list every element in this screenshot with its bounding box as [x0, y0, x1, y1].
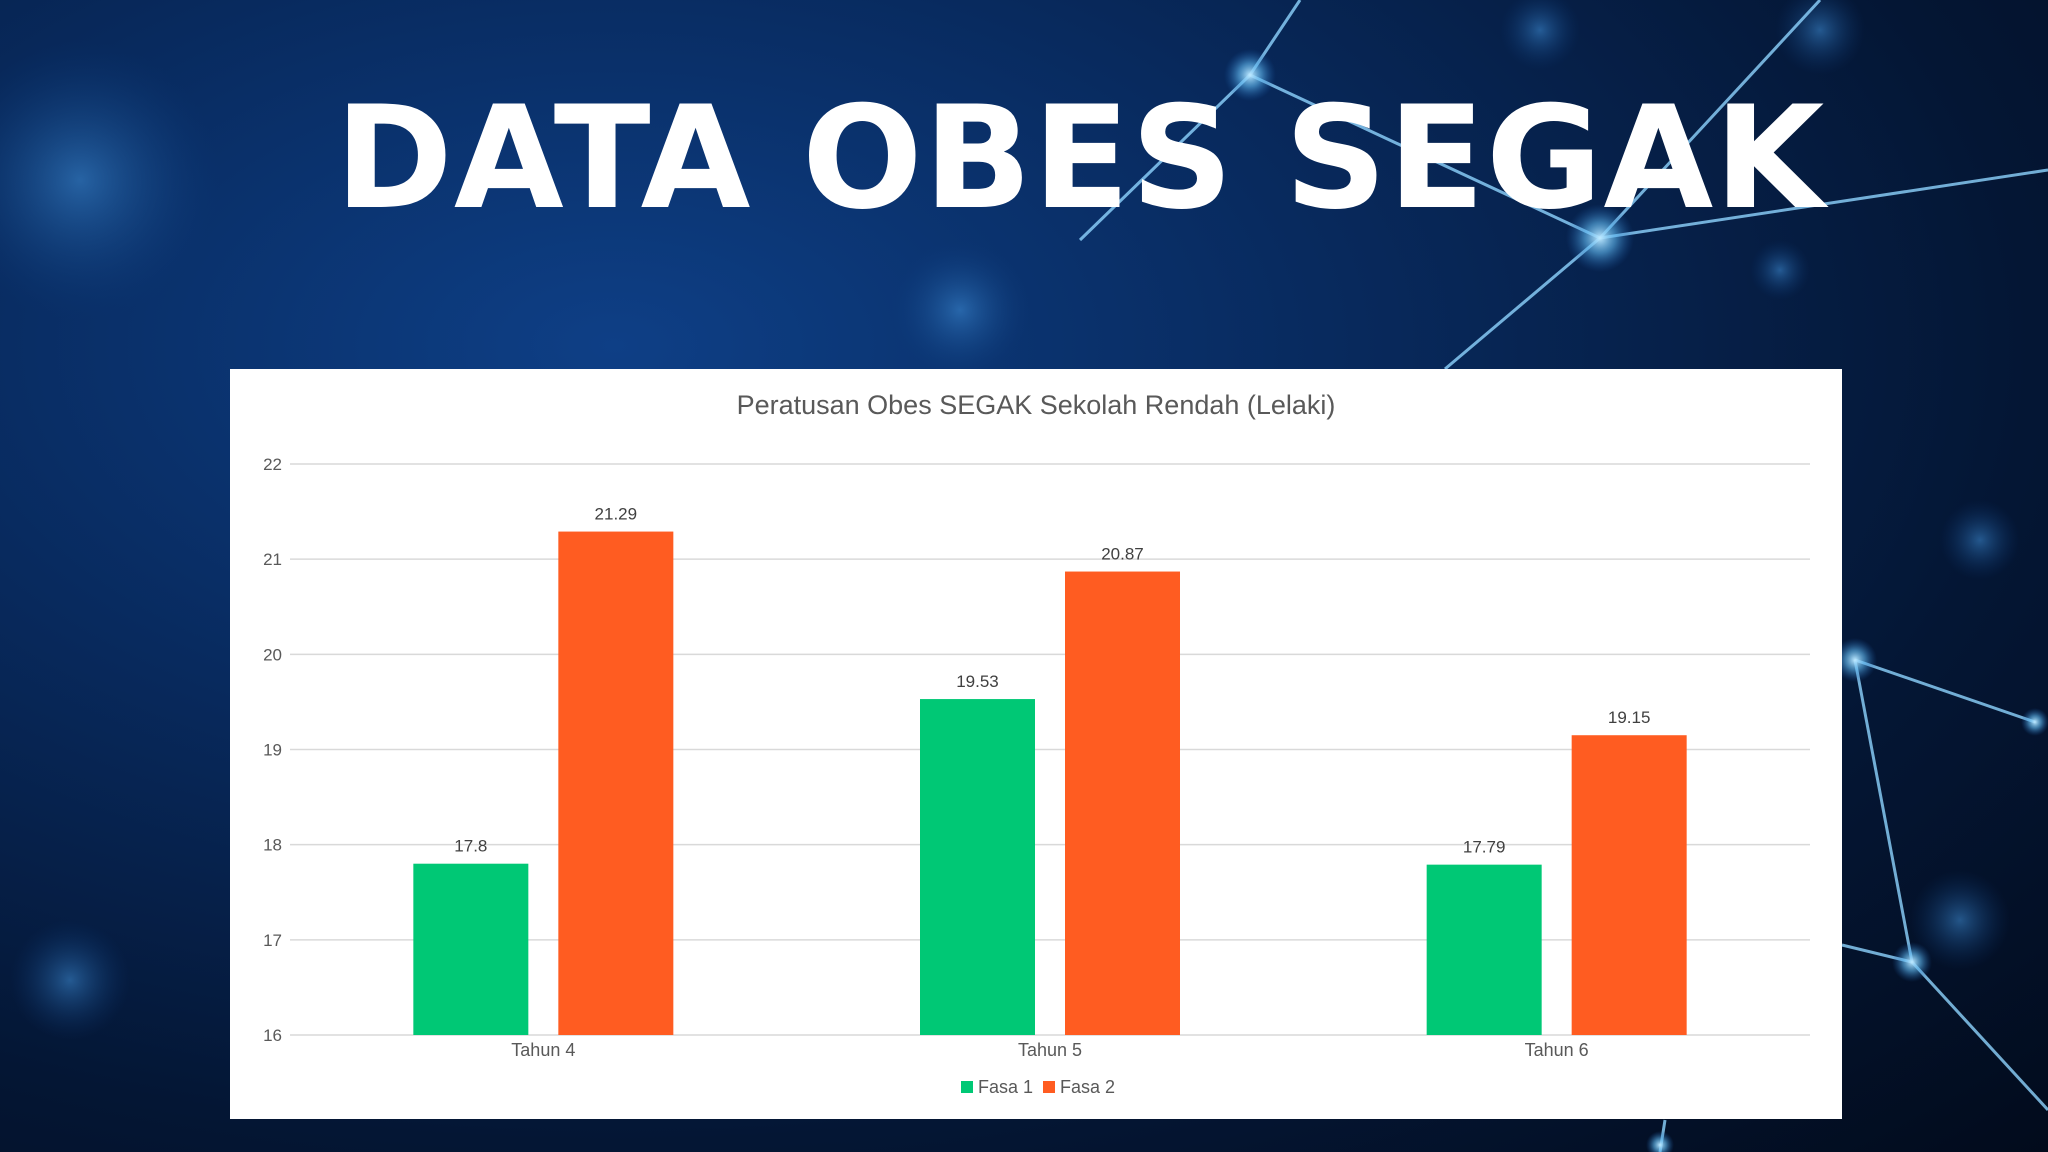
data-label: 17.8	[454, 837, 487, 856]
data-label: 19.15	[1608, 708, 1651, 727]
x-category-label: Tahun 4	[511, 1040, 575, 1060]
bar-fasa-2	[1571, 735, 1687, 1035]
y-tick-label: 16	[263, 1026, 282, 1045]
y-tick-label: 18	[263, 836, 282, 855]
bar-fasa-1	[1426, 864, 1542, 1035]
legend-entry: Fasa 2	[1060, 1077, 1115, 1097]
y-tick-label: 22	[263, 455, 282, 474]
legend-swatch	[961, 1081, 973, 1093]
chart-card: Peratusan Obes SEGAK Sekolah Rendah (Lel…	[230, 369, 1842, 1119]
y-tick-label: 20	[263, 645, 282, 664]
y-tick-label: 19	[263, 741, 282, 760]
bar-fasa-2	[558, 531, 674, 1035]
bar-fasa-1	[413, 863, 529, 1035]
y-tick-label: 17	[263, 931, 282, 950]
legend-entry: Fasa 1	[978, 1077, 1033, 1097]
x-category-label: Tahun 5	[1018, 1040, 1082, 1060]
bar-chart: Peratusan Obes SEGAK Sekolah Rendah (Lel…	[263, 390, 1810, 1097]
bar-fasa-1	[920, 699, 1035, 1035]
slide-title: DATA OBES SEGAK	[335, 76, 1826, 241]
data-label: 17.79	[1463, 838, 1506, 857]
data-label: 21.29	[595, 505, 638, 524]
chart-title: Peratusan Obes SEGAK Sekolah Rendah (Lel…	[737, 390, 1336, 420]
data-label: 20.87	[1101, 545, 1144, 564]
data-label: 19.53	[956, 672, 999, 691]
legend-swatch	[1043, 1081, 1055, 1093]
x-category-label: Tahun 6	[1525, 1040, 1589, 1060]
y-tick-label: 21	[263, 550, 282, 569]
bar-fasa-2	[1065, 571, 1180, 1035]
